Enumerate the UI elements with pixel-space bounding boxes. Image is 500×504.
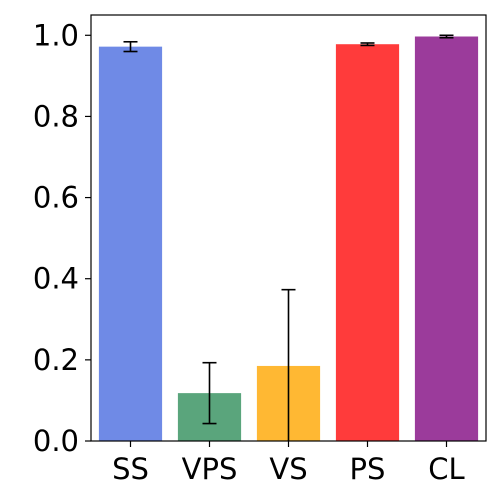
x-tick-label-vps: VPS — [182, 452, 238, 486]
x-tick-label-cl: CL — [428, 452, 464, 486]
y-tick-label-5: 1.0 — [33, 18, 79, 52]
bars-layer — [98, 36, 479, 442]
y-tick-label-0: 0.0 — [33, 424, 79, 458]
x-tick-label-vs: VS — [269, 452, 307, 486]
bar-cl — [414, 36, 479, 441]
error-bar-cl — [439, 34, 454, 39]
error-bar-ss — [123, 40, 138, 53]
bar-ps — [335, 44, 400, 442]
bar-ss — [98, 46, 163, 441]
x-tick-label-ps: PS — [350, 452, 386, 486]
y-tick-label-1: 0.2 — [33, 343, 79, 377]
x-axis: SS VPS VS PS CL — [112, 441, 465, 486]
error-bar-vps — [202, 361, 217, 425]
y-tick-label-4: 0.8 — [33, 99, 79, 133]
y-tick-label-3: 0.6 — [33, 181, 79, 215]
y-tick-label-2: 0.4 — [33, 262, 79, 296]
error-bar-ps — [360, 42, 375, 47]
x-tick-label-ss: SS — [112, 452, 149, 486]
error-bars-layer — [123, 34, 454, 441]
error-bar-vs — [281, 288, 296, 441]
y-axis: 0.0 0.2 0.4 0.6 0.8 1.0 — [33, 18, 91, 458]
